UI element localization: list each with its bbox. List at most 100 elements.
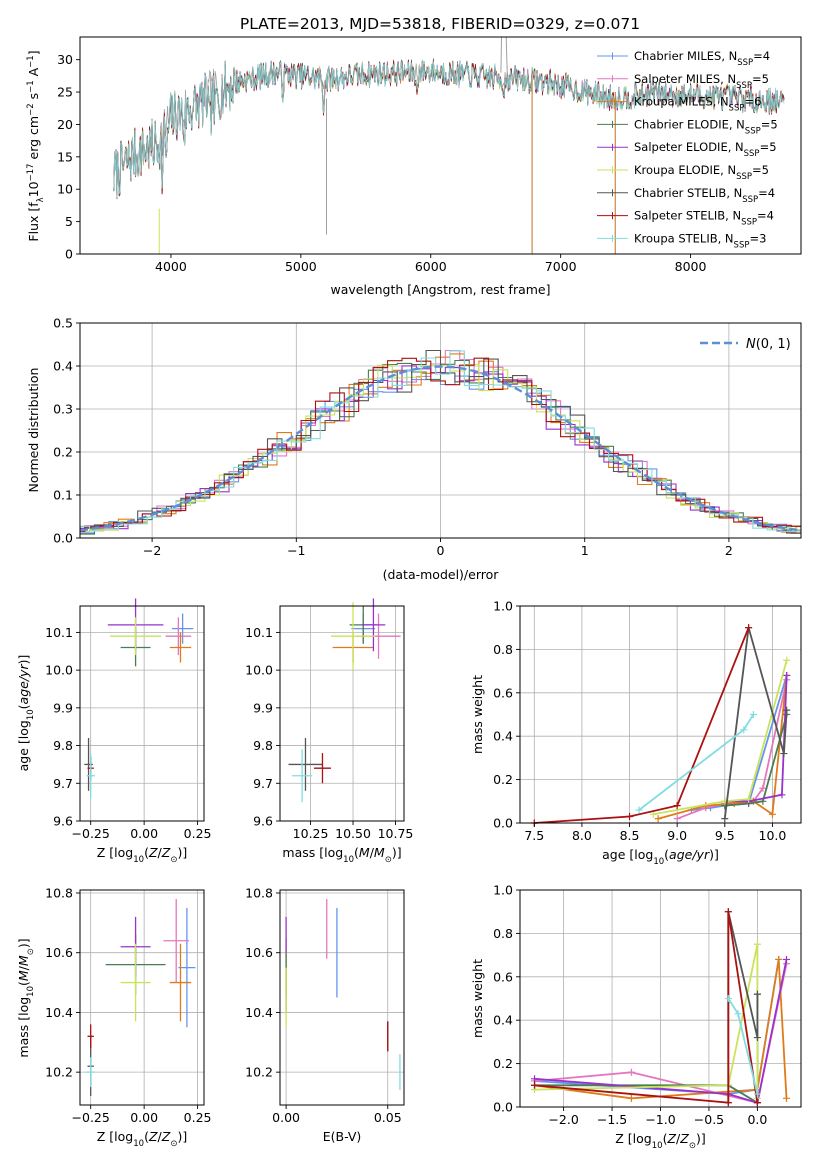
- y-axis-label: Flux [fλ10−17 erg cm−2 s−1 A−1]: [26, 50, 46, 241]
- data-point: [169, 632, 192, 663]
- x-axis-label: mass [log10(M/M⊙)]: [282, 845, 401, 865]
- y-tick-label: 10.4: [45, 1005, 73, 1020]
- normal-curve: [80, 365, 801, 532]
- weight-marker: [783, 671, 791, 679]
- weight-marker: [531, 1075, 539, 1083]
- weight-line: [534, 959, 788, 1104]
- plot-area: [531, 908, 790, 1107]
- weight-line: [723, 627, 788, 819]
- x-axis-label: Z [log10(Z/Z⊙)]: [97, 845, 187, 865]
- figure-title: PLATE=2013, MJD=53818, FIBERID=0329, z=0…: [240, 15, 640, 33]
- y-tick-label: 10.8: [245, 885, 273, 900]
- age-vs-mass-panel: 10.25 10.50 10.75 9.6 9.7 9.8 9.9 10.0 10.1 mass …: [245, 598, 413, 865]
- x-axis-label: age [log10(age/yr)]: [602, 847, 719, 867]
- legend-label: Kroupa STELIB, NSSP=3: [634, 231, 766, 250]
- error-bars: [84, 598, 194, 799]
- x-tick-label: 10.50: [335, 826, 371, 841]
- y-tick-label: 10.0: [45, 663, 73, 678]
- legend-label: Salpeter MILES, NSSP=5: [634, 72, 769, 91]
- x-tick-label: 8000: [675, 259, 707, 274]
- data-point: [165, 617, 192, 656]
- grid: [80, 890, 204, 1105]
- weight-marker: [627, 1094, 635, 1102]
- weight-marker: [780, 750, 788, 758]
- y-axis-label: mass weight: [470, 675, 485, 754]
- data-point: [109, 617, 162, 656]
- y-tick-label: 10.8: [45, 885, 73, 900]
- legend-label: Kroupa ELODIE, NSSP=5: [634, 163, 769, 182]
- weight-marker: [782, 1094, 790, 1102]
- x-tick-label: 10.25: [293, 826, 329, 841]
- axes-frame: [519, 605, 802, 824]
- y-tick-label: 0.3: [53, 402, 73, 417]
- axes-frame: [79, 889, 205, 1106]
- y-tick-label: 9.9: [53, 700, 73, 715]
- weight-marker: [635, 806, 643, 814]
- histograms: [80, 349, 801, 535]
- data-point: [169, 943, 192, 1022]
- mass-vs-ebv-panel: 0.00 0.05 10.2 10.4 10.6 10.8 E(B-V): [245, 885, 405, 1144]
- residual-histogram-panel: −2 −1 0 1 2 0.0 0.1 0.2 0.3 0.4 0.5 N(0, 1) (data-mo…: [26, 316, 802, 582]
- data-point: [171, 613, 194, 644]
- y-axis-label: age [log10(age/yr)]: [16, 655, 36, 772]
- error-bars: [285, 898, 401, 1091]
- weight-line: [534, 959, 780, 1095]
- x-tick-label: 10.0: [759, 828, 787, 843]
- mass-vs-metallicity-panel: −0.25 0.00 0.25 10.2 10.4 10.6 10.8 Z [log10(Z/…: [16, 885, 212, 1149]
- y-tick-label: 0.1: [53, 488, 73, 503]
- y-axis-label: mass [log10(M/M⊙)]: [16, 938, 36, 1057]
- x-tick-label: 9.0: [667, 828, 687, 843]
- y-tick-label: 15: [57, 149, 73, 164]
- weight-marker: [734, 1010, 742, 1018]
- x-axis-label: E(B-V): [323, 1129, 362, 1144]
- y-tick-label: 9.8: [53, 738, 73, 753]
- x-tick-label: −1.5: [597, 1112, 627, 1127]
- y-tick-label: 0.8: [493, 642, 513, 657]
- histogram-steps: [80, 350, 801, 532]
- weight-line: [653, 660, 788, 816]
- y-tick-label: 0: [65, 247, 73, 262]
- grid: [520, 889, 801, 1108]
- axes: −2 −1 0 1 2 0.0 0.1 0.2 0.3 0.4 0.5 N(0, 1) (data-mo…: [26, 316, 802, 582]
- y-axis-label: mass weight: [470, 959, 485, 1038]
- data-point: [291, 749, 313, 803]
- x-tick-label: 8.5: [620, 828, 640, 843]
- weight-marker: [626, 812, 634, 820]
- y-tick-label: 10.1: [245, 625, 273, 640]
- error-bars: [288, 598, 401, 803]
- y-tick-label: 10.4: [245, 1005, 273, 1020]
- weight-marker: [778, 791, 786, 799]
- y-tick-label: 1.0: [493, 883, 513, 898]
- y-tick-label: 0.2: [53, 445, 73, 460]
- weight-marker: [745, 624, 753, 632]
- x-tick-label: −2.0: [548, 1112, 578, 1127]
- y-tick-label: 0.0: [493, 1100, 513, 1115]
- x-tick-label: 5000: [285, 259, 317, 274]
- y-tick-label: 9.9: [253, 700, 273, 715]
- x-axis-label: Z [log10(Z/Z⊙)]: [97, 1129, 187, 1149]
- data-point: [330, 602, 376, 671]
- data-point: [361, 598, 386, 652]
- x-tick-label: 9.5: [715, 828, 735, 843]
- y-tick-label: 0.4: [53, 359, 73, 374]
- x-tick-label: 10.75: [378, 826, 414, 841]
- weight-marker: [724, 908, 732, 916]
- data-point: [120, 943, 151, 1022]
- x-tick-label: 8.0: [572, 828, 592, 843]
- y-tick-label: 9.6: [53, 814, 73, 829]
- weight-marker: [724, 1099, 732, 1107]
- x-tick-label: 0.05: [374, 1110, 402, 1125]
- x-tick-label: 6000: [415, 259, 447, 274]
- axes: −0.25 0.00 0.25 9.6 9.7 9.8 9.9 10.0 10.1 Z [log1…: [16, 605, 212, 865]
- weight-line: [724, 714, 788, 807]
- legend-label: Chabrier STELIB, NSSP=4: [634, 186, 775, 205]
- x-axis-label: Z [log10(Z/Z⊙)]: [615, 1131, 705, 1151]
- legend-label: Chabrier MILES, NSSP=4: [634, 49, 770, 68]
- axes: −2.0 −1.5 −1.0 −0.5 0.0 0.0 0.2 0.4 0.6 0.8 1.0 Z […: [470, 883, 802, 1151]
- plot-area: [113, 37, 785, 254]
- x-tick-label: 0: [437, 543, 445, 558]
- weight-marker: [627, 1068, 635, 1076]
- weight-marker: [768, 810, 776, 818]
- weight-marker: [649, 810, 657, 818]
